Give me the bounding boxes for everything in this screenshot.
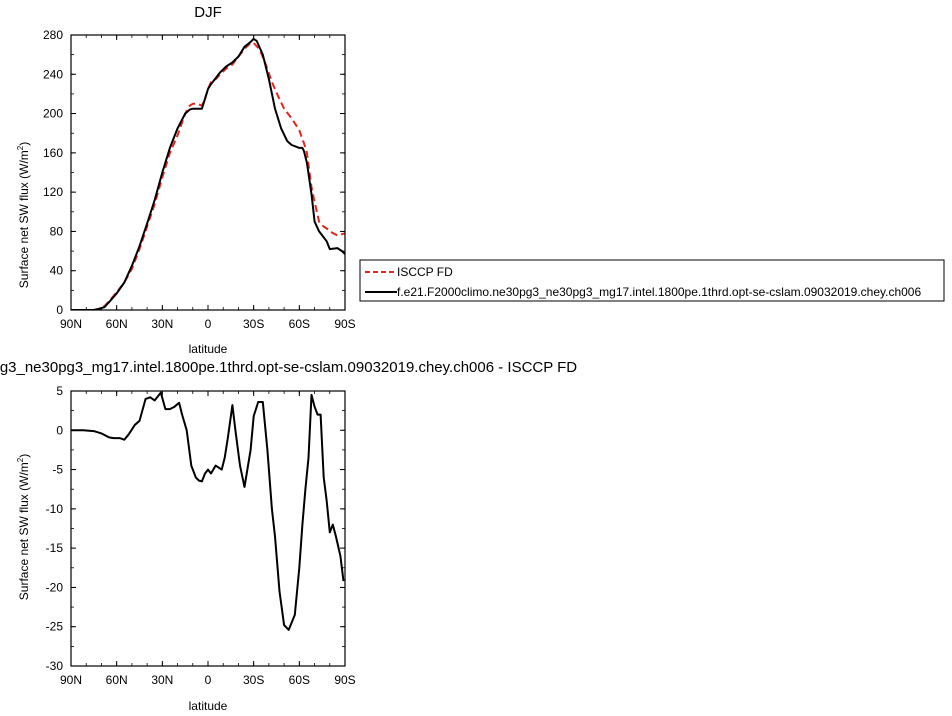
bottom-ytick-label: -30	[46, 659, 64, 673]
bottom-xtick-label: 60S	[289, 673, 310, 687]
legend: ISCCP FD f.e21.F2000climo.ne30pg3_ne30pg…	[359, 259, 945, 302]
top-xtick-label: 60N	[106, 317, 128, 331]
top-ytick-label: 80	[50, 224, 64, 238]
top-series-line-1	[71, 37, 345, 310]
top-xtick-label: 0	[205, 317, 212, 331]
bottom-ytick-label: -10	[46, 502, 64, 516]
top-ylabel-text: Surface net SW flux (W/m	[17, 150, 31, 288]
bottom-xtick-label: 60N	[106, 673, 128, 687]
top-ylabel-close: )	[17, 142, 31, 146]
legend-label-model: f.e21.F2000climo.ne30pg3_ne30pg3_mg17.in…	[397, 285, 921, 299]
bottom-xtick-label: 90S	[334, 673, 355, 687]
top-xtick-label: 90S	[334, 317, 355, 331]
top-ylabel-sup: 2	[16, 145, 25, 150]
bottom-ylabel-close: )	[17, 454, 31, 458]
top-ytick-label: 120	[43, 185, 63, 199]
bottom-series-line-0	[71, 391, 345, 631]
svg-text:Surface net SW flux (W/m2): Surface net SW flux (W/m2)	[16, 454, 31, 600]
bottom-ylabel-text: Surface net SW flux (W/m	[17, 462, 31, 600]
bottom-xtick-label: 30S	[243, 673, 264, 687]
legend-label-isccp: ISCCP FD	[397, 265, 453, 279]
bottom-ylabel-sup: 2	[16, 457, 25, 462]
bottom-ytick-label: 0	[56, 423, 63, 437]
bottom-xtick-label: 0	[205, 673, 212, 687]
bottom-xtick-label: 90N	[60, 673, 82, 687]
top-series-line-0	[71, 41, 345, 310]
top-xtick-label: 90N	[60, 317, 82, 331]
top-panel: DJF 90N 60N 30N 0 30S 60S 90S 0 40 80 120 160 200 240…	[16, 4, 356, 356]
top-ylabel: Surface net SW flux (W/m2)	[16, 142, 31, 288]
bottom-ytick-label: -25	[46, 620, 64, 634]
bottom-ytick-label: -20	[46, 580, 64, 594]
bottom-panel: f.e21.F2000climo.ne30pg3_ne30pg3_mg17.in…	[0, 359, 577, 713]
bottom-ytick-label: -15	[46, 541, 64, 555]
top-plot-area: 90N 60N 30N 0 30S 60S 90S 0 40 80 120 160 200 240 280	[43, 28, 356, 331]
bottom-xlabel: latitude	[189, 699, 228, 713]
top-plot-frame	[70, 34, 346, 311]
bottom-ytick-label: 5	[56, 384, 63, 398]
top-ytick-label: 40	[50, 264, 64, 278]
svg-text:Surface net SW flux (W/m2): Surface net SW flux (W/m2)	[16, 142, 31, 288]
top-ytick-label: 240	[43, 67, 63, 81]
bottom-xtick-label: 30N	[151, 673, 173, 687]
bottom-ylabel: Surface net SW flux (W/m2)	[16, 454, 31, 600]
bottom-ytick-label: -5	[52, 463, 63, 477]
top-xtick-label: 30S	[243, 317, 264, 331]
top-xtick-label: 60S	[289, 317, 310, 331]
top-ytick-label: 160	[43, 146, 63, 160]
top-title: DJF	[194, 4, 222, 21]
legend-box	[359, 259, 945, 302]
bottom-plot-area: 90N 60N 30N 0 30S 60S 90S -30 -25 -20 -15 -10 -5 0 5	[46, 384, 356, 687]
top-ytick-label: 0	[56, 303, 63, 317]
top-xlabel: latitude	[189, 342, 228, 356]
bottom-title: f.e21.F2000climo.ne30pg3_ne30pg3_mg17.in…	[0, 359, 577, 376]
top-ytick-label: 280	[43, 28, 63, 42]
bottom-plot-frame	[70, 390, 346, 667]
top-xtick-label: 30N	[151, 317, 173, 331]
top-ytick-label: 200	[43, 107, 63, 121]
